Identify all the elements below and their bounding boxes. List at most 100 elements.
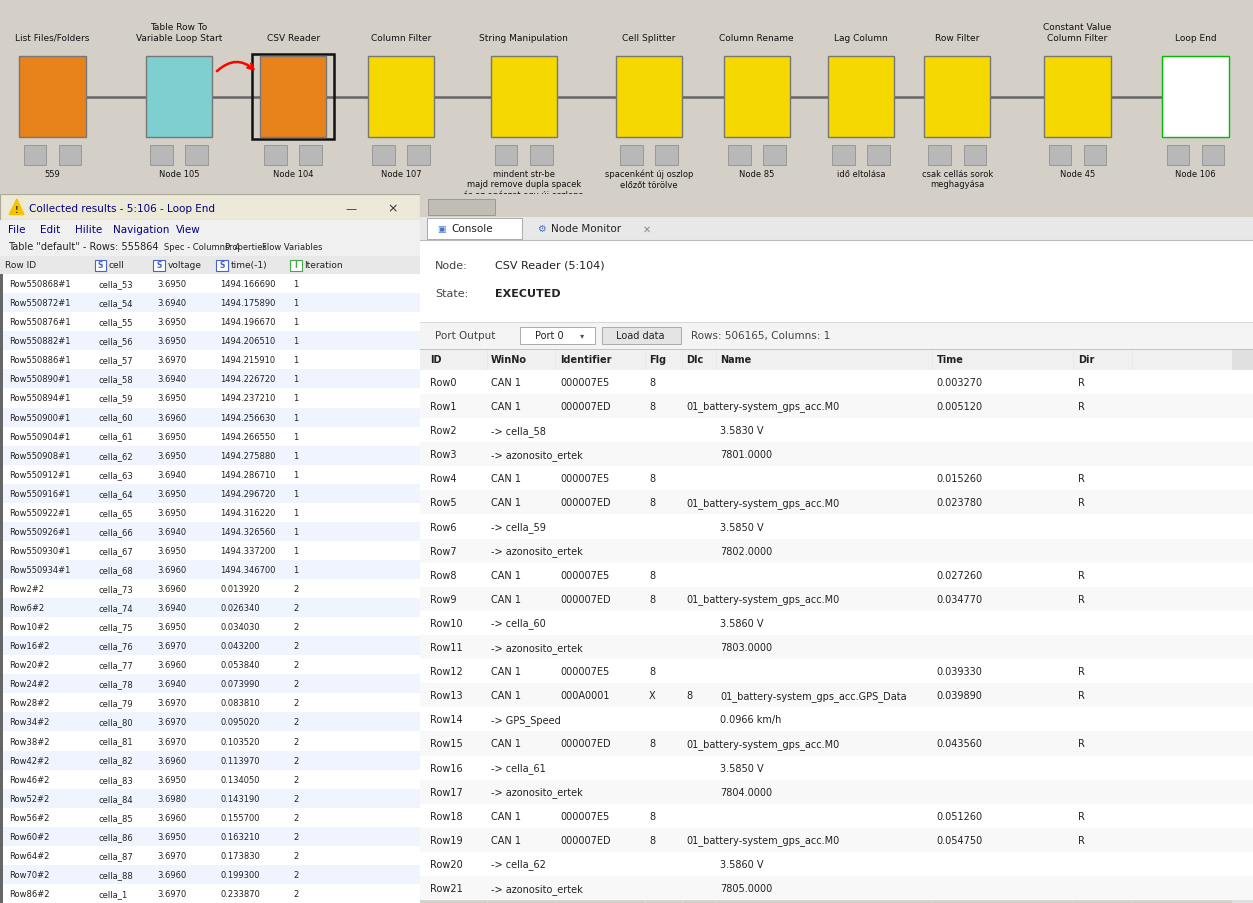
Text: R: R <box>1078 666 1085 676</box>
Text: 01_battery-system_gps_acc.M0: 01_battery-system_gps_acc.M0 <box>687 834 840 845</box>
Text: Row42#2: Row42#2 <box>9 756 49 765</box>
Text: R: R <box>1078 691 1085 701</box>
Bar <box>763 146 786 165</box>
Bar <box>0 712 4 731</box>
Text: cella_84: cella_84 <box>98 794 133 803</box>
Text: 8: 8 <box>649 594 655 604</box>
Text: Row11: Row11 <box>430 642 462 652</box>
Text: cella_57: cella_57 <box>98 356 133 365</box>
Text: cella_87: cella_87 <box>98 851 133 860</box>
Text: 3.6940: 3.6940 <box>157 527 187 536</box>
Bar <box>0 694 420 712</box>
Text: CAN 1: CAN 1 <box>491 835 521 845</box>
Text: Node 104: Node 104 <box>273 170 313 179</box>
Bar <box>217 261 228 272</box>
Text: Row5: Row5 <box>430 498 456 507</box>
Bar <box>0 389 420 408</box>
Bar <box>407 146 430 165</box>
Text: cella_82: cella_82 <box>98 756 133 765</box>
Text: 3.6970: 3.6970 <box>157 356 187 365</box>
Bar <box>655 146 678 165</box>
Text: Row550882#1: Row550882#1 <box>9 337 70 346</box>
Text: 1: 1 <box>293 337 298 346</box>
Bar <box>0 637 420 656</box>
Text: Row550934#1: Row550934#1 <box>9 565 70 574</box>
Text: Flg: Flg <box>649 355 667 365</box>
Bar <box>0 446 420 465</box>
Text: CAN 1: CAN 1 <box>491 811 521 821</box>
Text: CAN 1: CAN 1 <box>491 570 521 580</box>
Bar <box>0 808 4 827</box>
Bar <box>530 146 553 165</box>
Text: R: R <box>1078 811 1085 821</box>
Bar <box>0 446 4 465</box>
Text: ▾: ▾ <box>579 331 584 340</box>
Bar <box>0 884 4 903</box>
Text: CAN 1: CAN 1 <box>491 474 521 484</box>
Text: 8: 8 <box>649 377 655 387</box>
Text: Node 106: Node 106 <box>1175 170 1215 179</box>
Text: cella_59: cella_59 <box>98 394 133 403</box>
Text: cella_79: cella_79 <box>98 699 133 708</box>
Bar <box>0 580 420 599</box>
Text: 8: 8 <box>649 739 655 749</box>
Bar <box>0 465 4 484</box>
Bar <box>420 731 1253 756</box>
Text: 0.043560: 0.043560 <box>936 739 982 749</box>
Text: R: R <box>1078 570 1085 580</box>
Text: 559: 559 <box>45 170 60 179</box>
Bar <box>361 202 382 216</box>
Text: 1494.266550: 1494.266550 <box>221 433 276 441</box>
Bar <box>420 587 1253 611</box>
Text: 2: 2 <box>293 832 298 841</box>
Bar <box>520 327 595 345</box>
Text: 01_battery-system_gps_acc.M0: 01_battery-system_gps_acc.M0 <box>687 594 840 605</box>
Text: 1494.196670: 1494.196670 <box>221 318 276 327</box>
Text: WinNo: WinNo <box>491 355 526 365</box>
Text: Row70#2: Row70#2 <box>9 870 50 879</box>
Text: 3.6940: 3.6940 <box>157 375 187 384</box>
Text: 1: 1 <box>293 413 298 422</box>
Text: cella_62: cella_62 <box>98 452 133 461</box>
Text: S: S <box>219 261 224 270</box>
Text: 3.6960: 3.6960 <box>157 756 187 765</box>
Text: !: ! <box>15 206 19 215</box>
Text: cella_81: cella_81 <box>98 737 133 746</box>
Text: cella_56: cella_56 <box>98 337 133 346</box>
Bar <box>0 599 4 618</box>
Text: CAN 1: CAN 1 <box>491 498 521 507</box>
Bar <box>0 503 4 522</box>
Text: Row550900#1: Row550900#1 <box>9 413 70 422</box>
Text: 3.6960: 3.6960 <box>157 565 187 574</box>
Bar <box>0 750 420 769</box>
Bar <box>495 146 517 165</box>
Bar <box>1045 57 1111 138</box>
Text: 0.0966 km/h: 0.0966 km/h <box>720 714 782 724</box>
Text: 3.6960: 3.6960 <box>157 584 187 593</box>
Text: R: R <box>1078 835 1085 845</box>
Text: 3.6950: 3.6950 <box>157 337 187 346</box>
Text: -> cella_62: -> cella_62 <box>491 859 545 870</box>
Text: CAN 1: CAN 1 <box>491 739 521 749</box>
Text: 0.199300: 0.199300 <box>221 870 259 879</box>
Text: 000007ED: 000007ED <box>560 402 610 412</box>
Text: 8: 8 <box>649 666 655 676</box>
Text: 7802.0000: 7802.0000 <box>720 546 772 556</box>
Bar <box>0 694 4 712</box>
Text: S: S <box>98 261 103 270</box>
Text: 000007E5: 000007E5 <box>560 474 609 484</box>
Text: 000A0001: 000A0001 <box>560 691 609 701</box>
Bar <box>420 611 1253 636</box>
Text: 0.026340: 0.026340 <box>221 603 259 612</box>
Bar <box>925 57 991 138</box>
Bar <box>0 237 420 256</box>
Bar <box>420 395 1253 419</box>
Bar <box>94 261 107 272</box>
Bar <box>427 219 523 240</box>
Text: 3.5830 V: 3.5830 V <box>720 425 763 435</box>
Text: -> azonosito_ertek: -> azonosito_ertek <box>491 642 583 653</box>
Text: 1: 1 <box>293 280 298 289</box>
Text: 3.6960: 3.6960 <box>157 661 187 669</box>
Text: Row7: Row7 <box>430 546 456 556</box>
Bar <box>0 846 420 865</box>
